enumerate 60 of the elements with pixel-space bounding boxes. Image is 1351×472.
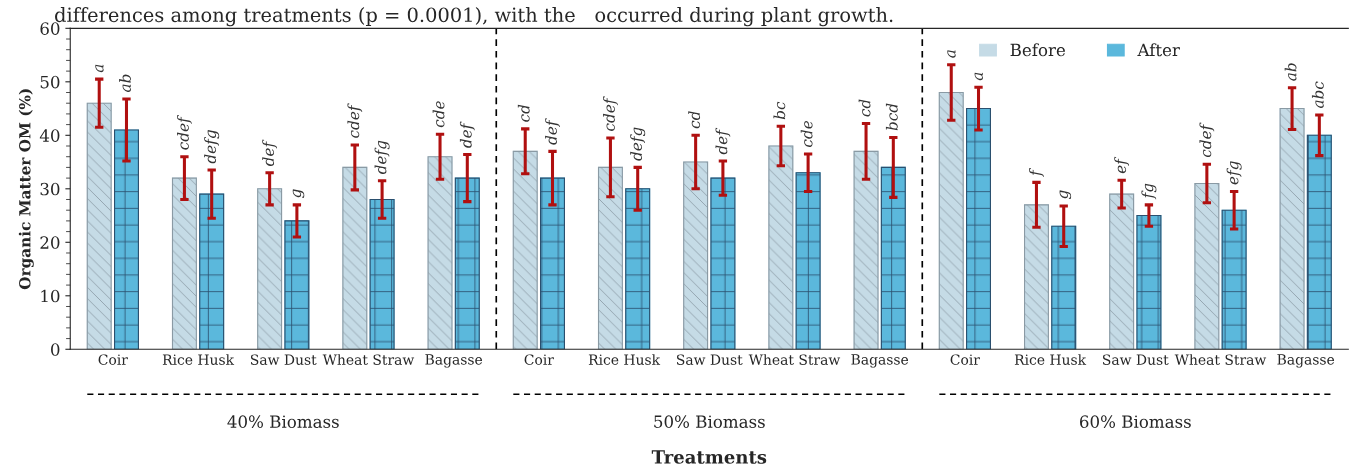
text: 60% Biomass [1080, 415, 1191, 428]
y-tick-label: 0 [51, 343, 60, 356]
data-label: bcd [885, 103, 898, 131]
x-tick-label: Bagasse [851, 354, 909, 368]
legend-label: Before [1010, 43, 1065, 57]
data-label: cd [517, 104, 530, 122]
data-label: g [292, 189, 305, 198]
data-label: a [974, 72, 983, 81]
text: 40% Biomass [227, 415, 339, 428]
data-label: efg [1226, 161, 1242, 185]
x-tick-label: Coir [950, 354, 980, 365]
data-label: defg [374, 140, 390, 175]
data-label: a [95, 64, 104, 73]
data-label: def [262, 139, 278, 167]
x-tick-label: Saw Dust [250, 354, 317, 365]
data-label: f [1029, 168, 1044, 177]
x-tick-label: Bagasse [425, 354, 483, 368]
data-label: defg [204, 130, 220, 164]
data-label: ab [1284, 63, 1297, 81]
data-label: cde [432, 101, 445, 128]
y-tick-label: 20 [40, 236, 60, 249]
y-tick-label: 30 [40, 182, 60, 196]
x-tick-label: Bagasse [1277, 354, 1335, 368]
data-label: abc [1311, 81, 1324, 109]
y-tick-label: 60 [40, 22, 60, 35]
y-axis-title: Organic Matter OM (%) [18, 89, 34, 290]
data-label: def [545, 118, 560, 145]
chart-subtitle: occurred during plant growth. [595, 7, 893, 27]
legend-label: After [1137, 43, 1180, 57]
data-label: cdef [177, 114, 192, 150]
data-label: fg [1141, 183, 1157, 200]
x-tick-label: Rice Husk [162, 354, 235, 365]
data-label: cdef [347, 103, 363, 138]
x-tick-label: Coir [98, 354, 128, 365]
data-label: ef [1114, 156, 1130, 174]
data-label: cde [800, 120, 813, 147]
data-label: cd [858, 99, 871, 117]
data-label: defg [630, 127, 646, 161]
x-tick-label: Saw Dust [677, 354, 743, 365]
text: 50% Biomass [654, 415, 765, 428]
data-label: a [947, 50, 956, 58]
x-tick-label: Wheat Straw [322, 354, 415, 365]
x-axis-title: Treatments [651, 450, 767, 464]
data-label: bc [773, 101, 786, 120]
data-label: def [715, 127, 731, 155]
x-tick-label: Saw Dust [1103, 354, 1169, 365]
data-label: def [459, 121, 475, 148]
data-label: cdef [603, 96, 618, 131]
data-label: ab [119, 74, 131, 92]
x-tick-label: Wheat Straw [1174, 354, 1267, 365]
x-tick-label: Wheat Straw [748, 354, 841, 365]
y-tick-label: 40 [39, 129, 60, 142]
y-tick-label: 10 [41, 289, 60, 303]
data-label: cdef [1199, 122, 1215, 158]
data-label: g [1059, 190, 1072, 199]
y-tick-label: 50 [40, 75, 60, 89]
x-tick-label: Coir [524, 354, 554, 365]
x-tick-label: Rice Husk [588, 354, 661, 365]
data-label: cd [688, 111, 701, 129]
x-tick-label: Rice Husk [1014, 354, 1087, 365]
